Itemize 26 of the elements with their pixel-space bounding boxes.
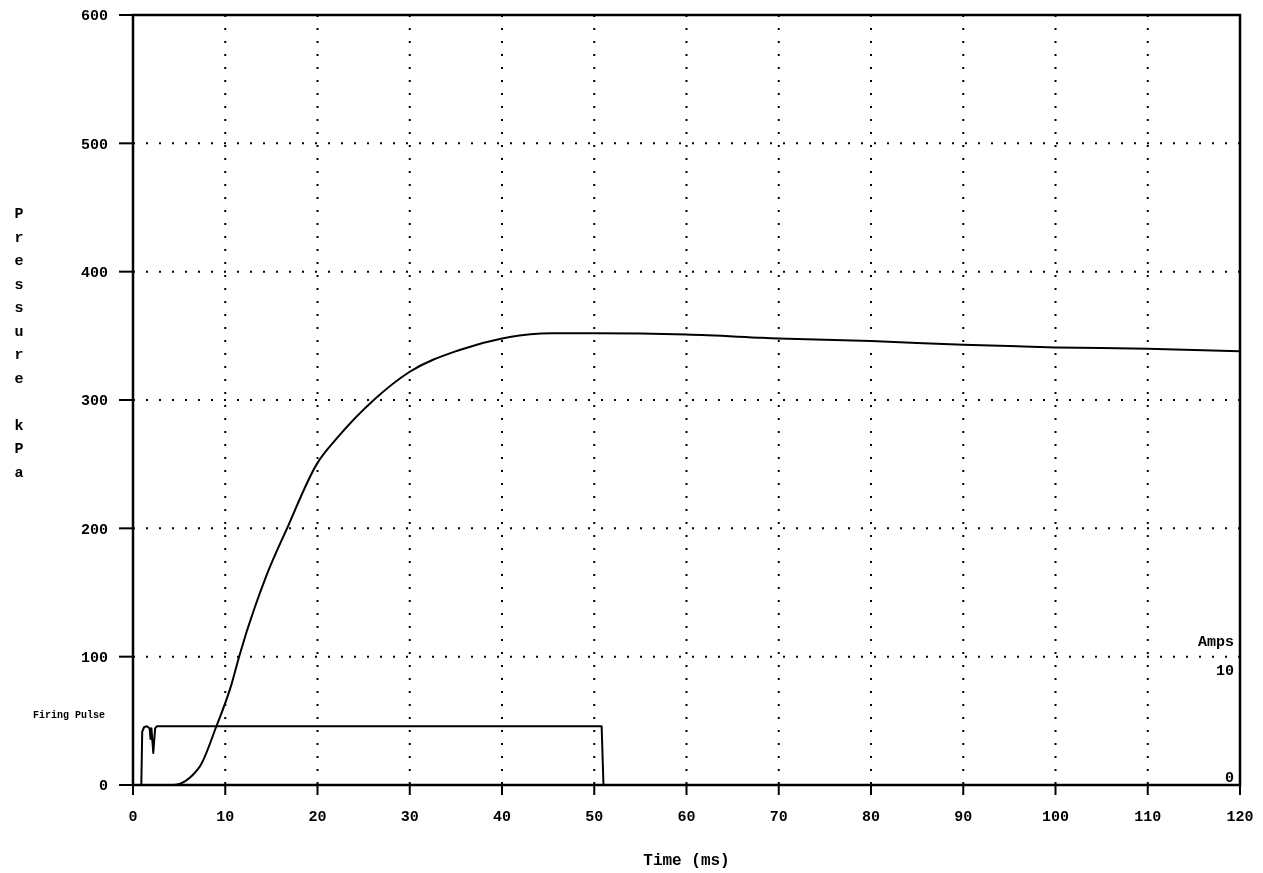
y-tick-label: 200 bbox=[80, 521, 108, 539]
x-tick-label: 30 bbox=[400, 809, 419, 826]
y-tick-label: 0 bbox=[98, 778, 108, 796]
x-tick-label: 60 bbox=[677, 809, 696, 826]
y-tick-label: 400 bbox=[80, 264, 108, 282]
x-tick-label: 50 bbox=[585, 809, 604, 826]
y-tick-label: 500 bbox=[80, 136, 108, 154]
y2-tick-label: 10 bbox=[1215, 663, 1234, 681]
x-tick-label: 0 bbox=[128, 809, 138, 826]
x-tick-label: 10 bbox=[216, 809, 235, 826]
x-tick-label: 90 bbox=[954, 809, 973, 826]
x-tick-label: 70 bbox=[769, 809, 788, 826]
y-tick-label: 600 bbox=[80, 8, 108, 26]
x-tick-label: 110 bbox=[1134, 809, 1162, 826]
y2-tick-label: 0 bbox=[1224, 770, 1234, 788]
y2-axis-title: Amps bbox=[1197, 634, 1234, 652]
x-tick-label: 40 bbox=[492, 809, 512, 826]
x-axis-title: Time (ms) bbox=[643, 852, 730, 870]
x-tick-label: 120 bbox=[1226, 809, 1254, 826]
text: Firing Pulse bbox=[32, 710, 105, 722]
x-tick-label: 20 bbox=[308, 809, 327, 826]
x-tick-label: 80 bbox=[861, 809, 881, 826]
y-tick-label: 300 bbox=[80, 393, 108, 411]
x-tick-label: 100 bbox=[1041, 809, 1070, 826]
y-tick-label: 100 bbox=[80, 649, 108, 667]
text: Pressure kPa bbox=[14, 206, 24, 482]
